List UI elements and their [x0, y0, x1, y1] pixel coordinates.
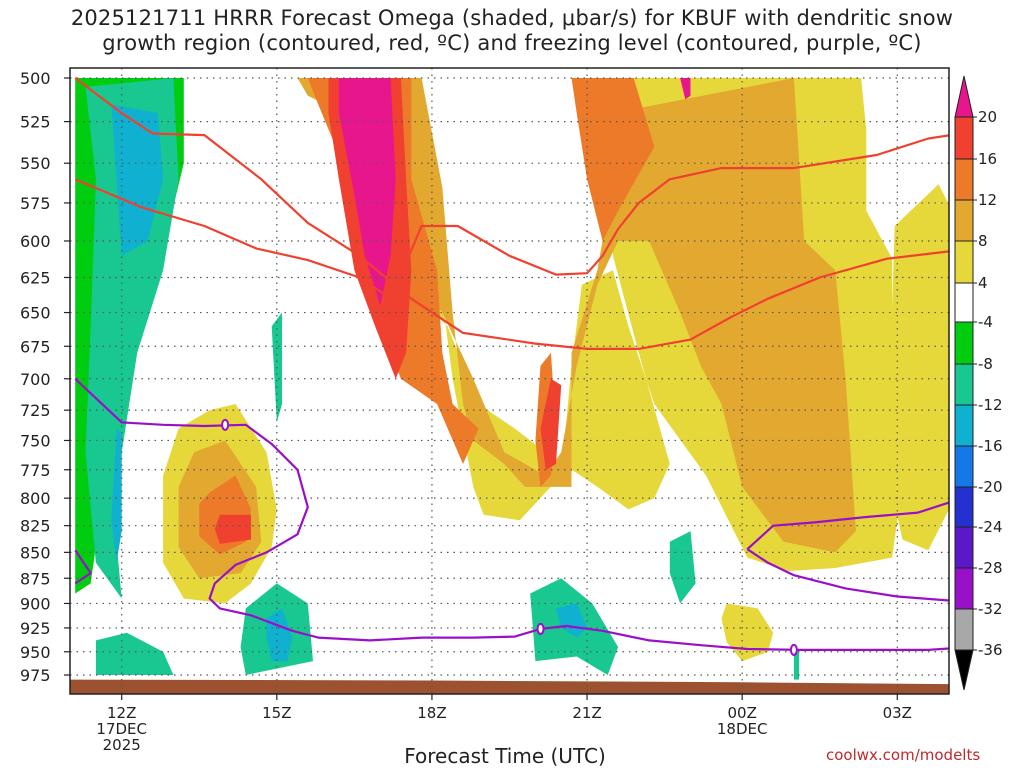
x-tick-label-21Z: 21Z — [572, 704, 601, 722]
y-tick-label-700: 700 — [20, 370, 51, 389]
freezing-contour-2 — [746, 548, 949, 602]
colorbar-band-5 — [954, 321, 974, 365]
omega-region-16-12 — [214, 514, 251, 544]
y-tick-label-875: 875 — [20, 569, 51, 588]
x-tick-label-18Z: 18Z — [417, 704, 446, 722]
freezing-label-marker-1 — [536, 622, 545, 635]
x-tick-date-17DEC: 17DEC — [96, 720, 147, 738]
terrain — [70, 679, 949, 694]
freezing-contour-0 — [74, 377, 949, 651]
y-tick-label-950: 950 — [20, 643, 51, 662]
omega-shading — [75, 78, 949, 680]
omega-region--12-22 — [266, 608, 293, 662]
y-tick-label-825: 825 — [20, 517, 51, 536]
colorbar: 20 16 12 8 4 -4 -8 -12 -16 -20 -24 -28 -32 -36 — [954, 75, 1003, 691]
omega-region-12-8 — [571, 78, 655, 241]
x-tick-date-18DEC: 18DEC — [717, 720, 768, 738]
colorbar-label-4: 4 — [978, 274, 988, 292]
colorbar-label--16: -16 — [978, 437, 1003, 455]
omega-region--12-18 — [111, 104, 164, 256]
x-tick-label-12Z: 12Z — [107, 704, 136, 722]
snow-growth-contour-1 — [74, 134, 949, 300]
plot-frame — [69, 67, 950, 695]
colorbar-label--32: -32 — [978, 600, 1003, 618]
colorbar-band-8 — [954, 445, 974, 488]
colorbar-band-12 — [954, 608, 974, 651]
snow-growth-contour-0 — [74, 77, 949, 350]
omega-region--12-24 — [556, 603, 588, 638]
colorbar-band-3 — [954, 240, 974, 284]
omega-region-20-15 — [680, 78, 691, 100]
colorbar-label--28: -28 — [978, 559, 1003, 577]
y-tick-label-675: 675 — [20, 337, 51, 356]
x-tick-label-03Z: 03Z — [883, 704, 912, 722]
colorbar-label--24: -24 — [978, 518, 1003, 536]
colorbar-band-11 — [954, 567, 974, 610]
colorbar-top-arrow — [954, 75, 974, 118]
terrain-fill — [70, 679, 949, 694]
y-tick-label-750: 750 — [20, 431, 51, 450]
plot-border — [69, 67, 950, 695]
freezing-contour-3 — [74, 549, 92, 585]
omega-region--8-20 — [95, 632, 174, 675]
colorbar-band-10 — [954, 526, 974, 569]
y-tick-label-725: 725 — [20, 401, 51, 420]
y-tick-label-925: 925 — [20, 619, 51, 638]
x-tick-year-2025: 2025 — [103, 736, 141, 754]
colorbar-band-1 — [954, 158, 974, 201]
omega-region-16-13 — [540, 378, 562, 470]
y-axis: 500 525 550 575 600 625 650 675 700 725 750 775 800 8… — [20, 69, 70, 685]
x-tick-label-00Z: 00Z — [727, 704, 756, 722]
y-tick-label-525: 525 — [20, 113, 51, 132]
omega-region-4-4 — [721, 603, 774, 662]
omega-region-20-14 — [338, 78, 396, 306]
colorbar-band-6 — [954, 363, 974, 406]
contour-lines — [74, 77, 949, 656]
y-tick-label-550: 550 — [20, 154, 51, 173]
colorbar-label--12: -12 — [978, 396, 1003, 414]
colorbar-label-20: 20 — [978, 108, 997, 126]
credit-link[interactable]: coolwx.com/modelts — [826, 746, 981, 764]
colorbar-label-12: 12 — [978, 191, 997, 209]
freezing-label-marker-0 — [221, 418, 230, 431]
omega-region-8-5 — [297, 78, 856, 553]
y-tick-label-625: 625 — [20, 268, 51, 287]
colorbar-band-0 — [954, 116, 974, 160]
y-tick-label-775: 775 — [20, 461, 51, 480]
y-tick-label-800: 800 — [20, 489, 51, 508]
y-tick-label-575: 575 — [20, 194, 51, 213]
y-tick-label-975: 975 — [20, 666, 51, 685]
y-tick-label-850: 850 — [20, 543, 51, 562]
omega-region--12-19 — [111, 428, 122, 563]
x-tick-label-15Z: 15Z — [262, 704, 291, 722]
chart-title-line1: 2025121711 HRRR Forecast Omega (shaded, … — [70, 6, 954, 30]
colorbar-band-9 — [954, 486, 974, 528]
colorbar-label--36: -36 — [978, 641, 1003, 659]
y-tick-label-500: 500 — [20, 69, 51, 88]
colorbar-label--20: -20 — [978, 478, 1003, 496]
colorbar-label--8: -8 — [978, 355, 993, 373]
colorbar-band-2 — [954, 199, 974, 242]
y-tick-label-900: 900 — [20, 594, 51, 613]
freezing-label-marker-2 — [789, 643, 798, 656]
omega-region-4-2 — [887, 184, 949, 551]
y-tick-label-650: 650 — [20, 304, 51, 323]
omega-region--8-26 — [669, 531, 696, 604]
colorbar-label-8: 8 — [978, 232, 988, 250]
colorbar-band-4 — [954, 282, 974, 323]
y-tick-label-600: 600 — [20, 232, 51, 251]
colorbar-band-7 — [954, 404, 974, 447]
x-axis-title: Forecast Time (UTC) — [404, 744, 606, 768]
omega-region--8-27 — [793, 651, 800, 680]
colorbar-label--4: -4 — [978, 313, 993, 331]
freezing-contour-1 — [746, 501, 949, 551]
colorbar-bottom-arrow — [954, 649, 974, 691]
chart-title-line2: growth region (contoured, red, ºC) and f… — [102, 31, 922, 55]
colorbar-label-16: 16 — [978, 150, 997, 168]
grid-lines — [70, 68, 949, 694]
